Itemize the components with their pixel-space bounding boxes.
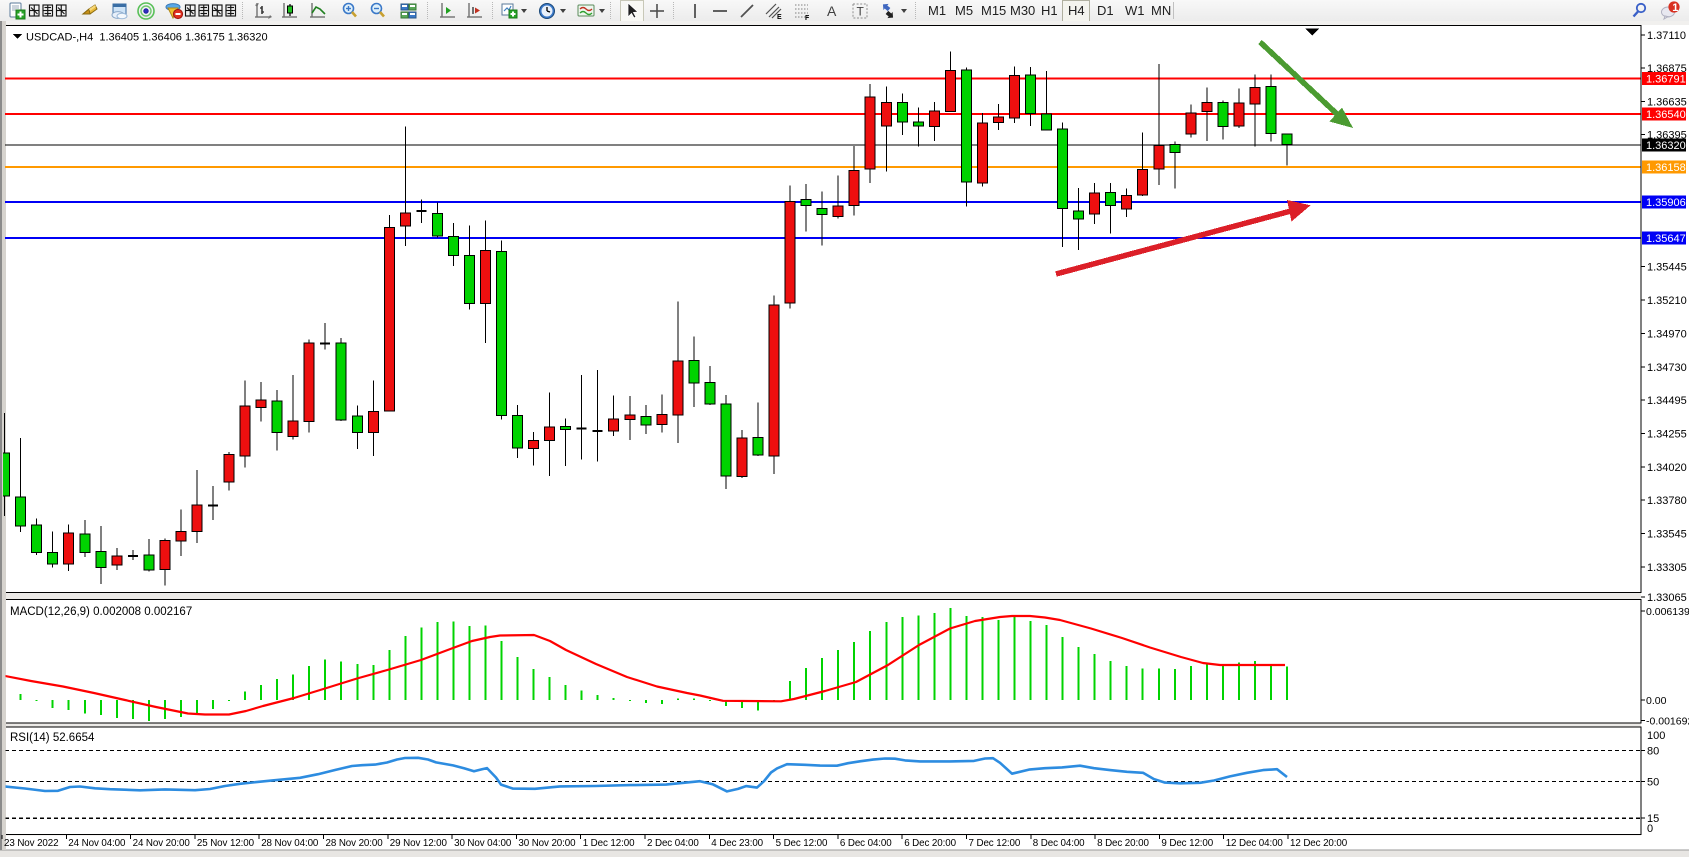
svg-text:1.34970: 1.34970 [1647, 329, 1687, 341]
svg-text:RSI(14) 52.6654: RSI(14) 52.6654 [10, 732, 95, 744]
svg-text:28 Nov 04:00: 28 Nov 04:00 [261, 838, 319, 849]
svg-text:12 Dec 04:00: 12 Dec 04:00 [1226, 838, 1284, 849]
svg-text:1.36791: 1.36791 [1646, 74, 1686, 86]
svg-text:F: F [805, 15, 810, 21]
svg-text:30 Nov 20:00: 30 Nov 20:00 [518, 838, 576, 849]
svg-text:1.34730: 1.34730 [1647, 362, 1687, 374]
svg-text:1.36320: 1.36320 [1646, 140, 1686, 152]
svg-text:1 Dec 12:00: 1 Dec 12:00 [583, 838, 635, 849]
svg-text:28 Nov 20:00: 28 Nov 20:00 [326, 838, 384, 849]
svg-text:50: 50 [1647, 777, 1659, 789]
svg-text:12 Dec 20:00: 12 Dec 20:00 [1290, 838, 1348, 849]
svg-text:15: 15 [1647, 813, 1659, 825]
svg-text:6 Dec 04:00: 6 Dec 04:00 [840, 838, 892, 849]
svg-text:30 Nov 04:00: 30 Nov 04:00 [454, 838, 512, 849]
svg-text:25 Nov 12:00: 25 Nov 12:00 [197, 838, 255, 849]
svg-text:5 Dec 12:00: 5 Dec 12:00 [776, 838, 828, 849]
svg-text:1.36158: 1.36158 [1646, 162, 1686, 174]
svg-text:8 Dec 20:00: 8 Dec 20:00 [1097, 838, 1149, 849]
svg-text:A: A [827, 3, 837, 19]
svg-text:2 Dec 04:00: 2 Dec 04:00 [647, 838, 699, 849]
svg-text:1.33545: 1.33545 [1647, 529, 1687, 541]
svg-text:6 Dec 20:00: 6 Dec 20:00 [904, 838, 956, 849]
svg-text:100: 100 [1647, 730, 1665, 742]
svg-text:0: 0 [1647, 823, 1653, 835]
svg-text:1.34495: 1.34495 [1647, 395, 1687, 407]
svg-text:23 Nov 2022: 23 Nov 2022 [4, 838, 58, 849]
svg-text:24 Nov 20:00: 24 Nov 20:00 [133, 838, 191, 849]
svg-text:USDCAD-,H4 1.36405 1.36406 1.: USDCAD-,H4 1.36405 1.36406 1.36175 1.363… [26, 32, 268, 44]
svg-text:1.33305: 1.33305 [1647, 562, 1687, 574]
svg-text:-0.001692: -0.001692 [1646, 716, 1689, 728]
svg-text:MACD(12,26,9) 0.002008 0.00216: MACD(12,26,9) 0.002008 0.002167 [10, 606, 192, 618]
svg-text:1.37110: 1.37110 [1647, 30, 1686, 42]
svg-text:1: 1 [1672, 2, 1678, 14]
svg-text:1.36540: 1.36540 [1646, 109, 1686, 121]
svg-text:24 Nov 04:00: 24 Nov 04:00 [68, 838, 126, 849]
svg-text:1.34020: 1.34020 [1647, 462, 1687, 474]
svg-text:7 Dec 12:00: 7 Dec 12:00 [969, 838, 1021, 849]
svg-text:4 Dec 23:00: 4 Dec 23:00 [711, 838, 763, 849]
svg-text:0.00: 0.00 [1646, 695, 1667, 707]
svg-text:0.006139: 0.006139 [1646, 606, 1689, 618]
svg-text:1.36635: 1.36635 [1647, 97, 1687, 109]
svg-text:1.35210: 1.35210 [1647, 295, 1687, 307]
svg-text:29 Nov 12:00: 29 Nov 12:00 [390, 838, 448, 849]
svg-text:T: T [857, 5, 865, 19]
svg-text:1.35647: 1.35647 [1646, 233, 1686, 245]
svg-text:1.33780: 1.33780 [1647, 495, 1687, 507]
svg-text:1.34255: 1.34255 [1647, 429, 1687, 441]
svg-text:1.36875: 1.36875 [1647, 63, 1687, 75]
svg-text:1.35906: 1.35906 [1646, 197, 1686, 209]
svg-text:1.33065: 1.33065 [1647, 592, 1687, 604]
svg-text:9 Dec 12:00: 9 Dec 12:00 [1161, 838, 1213, 849]
svg-text:1.35445: 1.35445 [1647, 262, 1687, 274]
svg-text:80: 80 [1647, 745, 1659, 757]
svg-text:8 Dec 04:00: 8 Dec 04:00 [1033, 838, 1085, 849]
svg-text:E: E [777, 14, 782, 21]
